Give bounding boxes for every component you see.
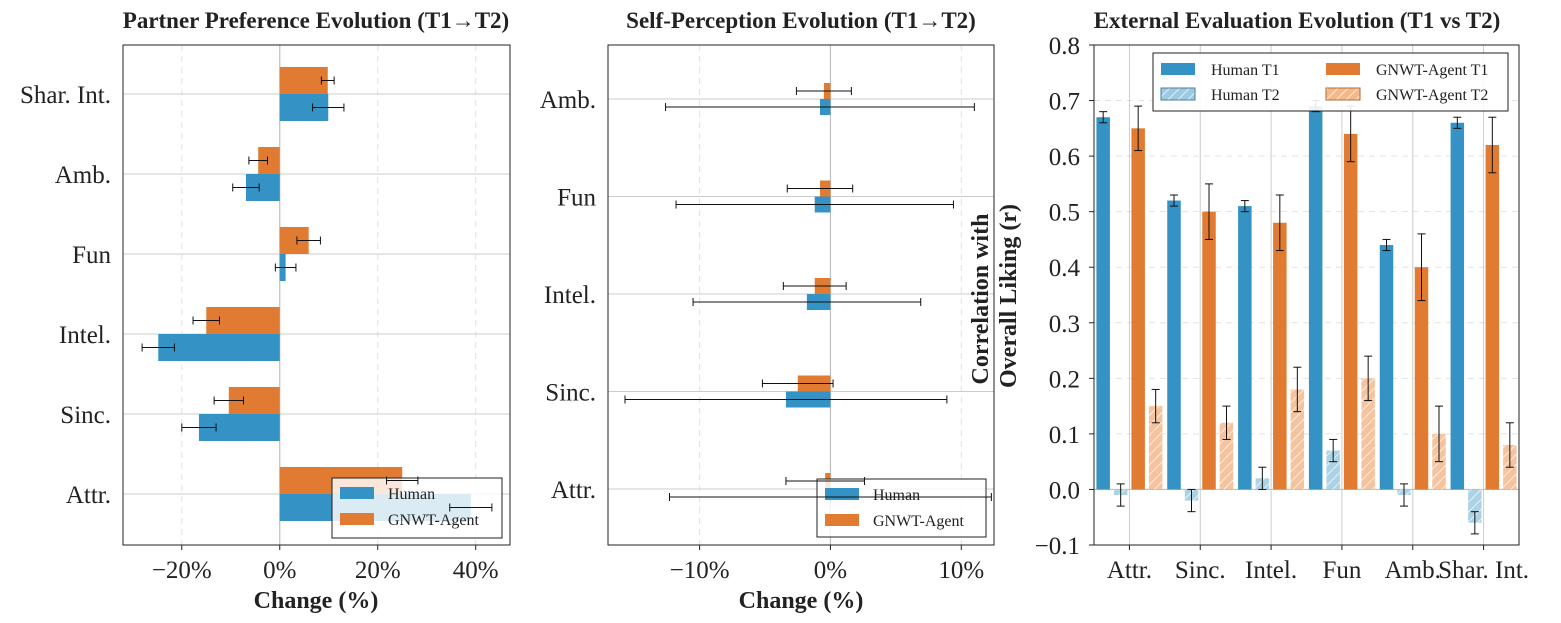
bar-gnwt-agent-t2 xyxy=(1361,378,1375,490)
legend: Human GNWT-Agent xyxy=(816,478,987,538)
legend-swatch xyxy=(825,488,859,500)
bar-human-t2 xyxy=(1468,489,1482,523)
legend-swatch xyxy=(825,514,859,526)
bar-gnwt-agent-t1 xyxy=(1343,133,1358,490)
y-tick-label: 0.8 xyxy=(1049,33,1080,60)
x-tick-label: 40% xyxy=(453,557,499,584)
x-tick-label: Intel. xyxy=(1245,557,1297,584)
bar-human-t1 xyxy=(1308,106,1323,490)
y-tick-label: Sinc. xyxy=(545,380,596,407)
y-tick-label: Fun xyxy=(557,185,596,212)
legend-swatch xyxy=(1326,63,1360,75)
legend-label: GNWT-Agent T1 xyxy=(1376,62,1488,79)
bar-gnwt-agent-t2 xyxy=(1148,406,1163,490)
plot-frame xyxy=(607,44,995,546)
bar-gnwt-agent xyxy=(279,67,328,94)
y-tick-label: −0.1 xyxy=(1035,533,1080,560)
legend-swatch xyxy=(1160,87,1196,101)
y-tick-label: Intel. xyxy=(544,282,596,309)
y-tick-label: Sinc. xyxy=(60,402,111,429)
legend-swatch xyxy=(340,513,374,525)
x-tick-label: 0% xyxy=(263,557,296,584)
y-tick-label: Intel. xyxy=(59,322,111,349)
y-tick-label: Attr. xyxy=(551,477,596,504)
x-axis-label: Change (%) xyxy=(739,588,864,614)
chart-title: Self-Perception Evolution (T1→T2) xyxy=(626,8,976,33)
bar-gnwt-agent xyxy=(258,147,280,174)
y-tick-label: 0.6 xyxy=(1049,144,1080,171)
legend: Human T1 GNWT-Agent T1 Human T2 GNWT-Agent … xyxy=(1152,52,1509,112)
bar-gnwt-agent-t1 xyxy=(1202,211,1216,490)
x-tick-label: 20% xyxy=(355,557,401,584)
legend-label: Human xyxy=(873,487,920,504)
legend-label: GNWT-Agent xyxy=(873,513,965,530)
bar-human-t1 xyxy=(1379,245,1394,490)
legend-label: Human T2 xyxy=(1211,87,1280,104)
legend-frame xyxy=(1152,52,1509,112)
x-tick-label: Shar. Int. xyxy=(1438,557,1529,584)
x-tick-label: Attr. xyxy=(1107,557,1152,584)
y-tick-label: 0.1 xyxy=(1049,422,1080,449)
x-tick-label: −10% xyxy=(670,557,730,584)
y-tick-label: Shar. Int. xyxy=(20,82,111,109)
legend-swatch xyxy=(1161,63,1195,75)
y-tick-label: 0.2 xyxy=(1049,366,1080,393)
y-axis-label-line-1: Correlation with xyxy=(968,214,994,385)
plot-frame xyxy=(1093,44,1520,546)
bar-gnwt-agent-t1 xyxy=(1273,222,1287,490)
legend-swatch xyxy=(1325,87,1361,101)
bar-human-t1 xyxy=(1450,122,1465,490)
legend-label: GNWT-Agent xyxy=(388,512,480,529)
bar-human-t1 xyxy=(1167,200,1181,490)
chart-title: Partner Preference Evolution (T1→T2) xyxy=(123,8,509,33)
bar-gnwt-agent-t1 xyxy=(1485,145,1500,490)
y-axis-label-line-2: Overall Liking (r) xyxy=(996,204,1022,388)
x-tick-label: Fun xyxy=(1322,557,1361,584)
chart-title: External Evaluation Evolution (T1 vs T2) xyxy=(1094,8,1501,33)
y-tick-label: 0.7 xyxy=(1049,89,1080,116)
legend-label: Human T1 xyxy=(1211,62,1280,79)
legend-label: GNWT-Agent T2 xyxy=(1376,87,1488,104)
x-axis-label: Change (%) xyxy=(254,588,379,614)
y-axis-label: Correlation with Overall Liking (r) xyxy=(968,204,1022,388)
y-tick-label: Amb. xyxy=(540,87,596,114)
x-tick-label: −20% xyxy=(152,557,212,584)
x-tick-label: Sinc. xyxy=(1175,557,1226,584)
legend-label: Human xyxy=(388,486,435,503)
bar-gnwt-agent-t2 xyxy=(1290,389,1305,490)
y-tick-label: 0.0 xyxy=(1049,477,1080,504)
y-tick-label: 0.4 xyxy=(1049,255,1081,282)
partner-preference-chart: Partner Preference Evolution (T1→T2) Hum… xyxy=(20,8,511,614)
y-tick-label: 0.5 xyxy=(1049,200,1080,227)
bar-gnwt-agent-t1 xyxy=(1414,267,1429,490)
bar-human-t1 xyxy=(1238,206,1252,490)
bar-human-t1 xyxy=(1096,117,1110,490)
x-tick-label: 10% xyxy=(938,557,984,584)
bar-human-t2 xyxy=(1326,450,1340,490)
external-evaluation-chart: External Evaluation Evolution (T1 vs T2)… xyxy=(968,8,1529,584)
x-tick-label: 0% xyxy=(814,557,847,584)
x-tick-label: Amb. xyxy=(1385,557,1441,584)
bar-gnwt-agent-t1 xyxy=(1131,128,1145,490)
self-perception-chart: Self-Perception Evolution (T1→T2) Human G… xyxy=(540,8,995,614)
bar-human xyxy=(158,334,280,361)
y-tick-label: Fun xyxy=(72,242,111,269)
y-tick-label: Attr. xyxy=(66,482,111,509)
y-tick-label: Amb. xyxy=(55,162,111,189)
y-tick-label: 0.3 xyxy=(1049,311,1080,338)
plot-frame xyxy=(122,44,511,546)
legend-swatch xyxy=(340,487,374,499)
